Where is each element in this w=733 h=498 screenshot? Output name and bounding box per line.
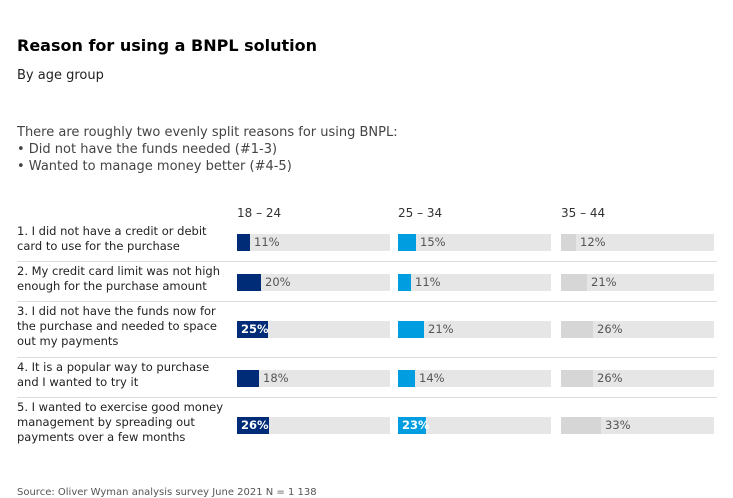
data-label: 21%	[591, 275, 617, 289]
bar	[398, 370, 415, 387]
row-divider	[17, 397, 717, 398]
data-label: 12%	[580, 235, 606, 249]
bar	[237, 321, 268, 338]
bar	[398, 417, 426, 434]
bar	[561, 234, 576, 251]
source-note: Source: Oliver Wyman analysis survey Jun…	[17, 487, 317, 498]
category-label: 2. My credit card limit was not high enou…	[17, 264, 221, 293]
bar-track: 26%	[561, 321, 714, 338]
data-label: 15%	[420, 235, 446, 249]
bar-track: 20%	[237, 274, 390, 291]
bar	[237, 234, 250, 251]
bar	[237, 417, 269, 434]
data-label: 26%	[597, 371, 623, 385]
column-header: 35 – 44	[561, 206, 606, 220]
row-divider	[17, 261, 717, 262]
row-divider	[17, 301, 717, 302]
bar-track: 26%	[237, 417, 390, 434]
bar-track: 18%	[237, 370, 390, 387]
bar-track: 21%	[561, 274, 714, 291]
bar-track: 12%	[561, 234, 714, 251]
bar	[398, 274, 411, 291]
category-label: 3. I did not have the funds now for the p…	[17, 304, 217, 348]
bar-track: 23%	[398, 417, 551, 434]
data-label: 26%	[241, 418, 269, 432]
bar	[561, 321, 593, 338]
bar-track: 11%	[398, 274, 551, 291]
chart-title: Reason for using a BNPL solution	[17, 36, 318, 55]
intro-text: There are roughly two evenly split reaso…	[17, 124, 398, 175]
category-label: 5. I wanted to exercise good money manage…	[17, 400, 224, 444]
bar-track: 14%	[398, 370, 551, 387]
data-label: 20%	[265, 275, 291, 289]
bar	[237, 274, 261, 291]
bar-track: 11%	[237, 234, 390, 251]
bar	[561, 370, 593, 387]
bar	[398, 234, 416, 251]
data-label: 23%	[402, 418, 430, 432]
bar-track: 26%	[561, 370, 714, 387]
bar-track: 15%	[398, 234, 551, 251]
intro-line: There are roughly two evenly split reaso…	[17, 125, 398, 140]
chart-subtitle: By age group	[17, 68, 104, 83]
data-label: 11%	[254, 235, 280, 249]
data-label: 33%	[605, 418, 631, 432]
intro-line: • Wanted to manage money better (#4-5)	[17, 159, 292, 174]
row-divider	[17, 357, 717, 358]
data-label: 21%	[428, 322, 454, 336]
bar	[561, 274, 587, 291]
data-label: 26%	[597, 322, 623, 336]
category-label: 4. It is a popular way to purchase and I …	[17, 360, 210, 389]
bar-track: 25%	[237, 321, 390, 338]
bar	[398, 321, 424, 338]
data-label: 18%	[263, 371, 289, 385]
bar-track: 21%	[398, 321, 551, 338]
data-label: 14%	[419, 371, 445, 385]
column-header: 25 – 34	[398, 206, 443, 220]
category-label: 1. I did not have a credit or debit card …	[17, 224, 207, 253]
data-label: 25%	[241, 322, 269, 336]
bar	[237, 370, 259, 387]
column-header: 18 – 24	[237, 206, 282, 220]
intro-line: • Did not have the funds needed (#1-3)	[17, 142, 278, 157]
data-label: 11%	[415, 275, 441, 289]
bar	[561, 417, 601, 434]
bar-track: 33%	[561, 417, 714, 434]
